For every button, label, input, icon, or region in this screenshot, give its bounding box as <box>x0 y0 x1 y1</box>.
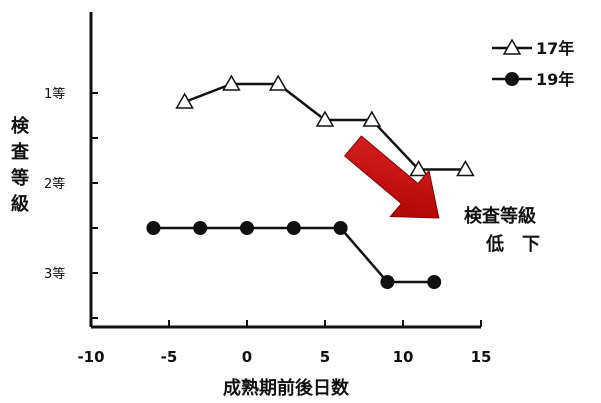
series-point <box>362 110 382 127</box>
series-point <box>315 110 335 127</box>
series-point <box>456 159 475 177</box>
y-tick-label: 1等 <box>44 86 65 102</box>
legend-item-19: 19年 <box>492 70 574 89</box>
x-tick-label: 5 <box>320 348 330 366</box>
series-point <box>268 74 288 91</box>
y-axis-title-char: 検 <box>11 115 30 137</box>
series-line-1 <box>153 226 435 284</box>
y-axis-title-char: 査 <box>11 141 29 163</box>
series-point <box>193 221 208 235</box>
legend: 17年 19年 <box>492 38 574 89</box>
legend-item-17: 17年 <box>492 38 574 58</box>
y-axis-title: 検査等級 <box>11 115 30 215</box>
y-tick-label: 3等 <box>44 266 65 282</box>
arrow-icon <box>343 135 440 219</box>
y-ticks: 1等 2等 3等 <box>44 86 98 319</box>
y-tick-label: 2等 <box>44 176 65 192</box>
annotation-line-2: 低 下 <box>485 233 540 255</box>
x-ticks: -10 -5 0 5 10 15 <box>77 320 491 366</box>
series-point <box>222 74 241 91</box>
x-tick-label: 15 <box>471 348 492 366</box>
legend-marker-17 <box>502 38 522 55</box>
series-layer <box>146 74 475 289</box>
series-point <box>146 221 161 235</box>
x-tick-label: -10 <box>77 348 104 366</box>
x-axis-title: 成熟期前後日数 <box>223 377 350 399</box>
series-point <box>175 92 194 109</box>
series-point <box>409 159 428 177</box>
legend-marker-19 <box>505 72 519 86</box>
x-tick-label: -5 <box>161 348 178 366</box>
x-tick-label: 0 <box>242 348 252 366</box>
annotation-line-1: 検査等級 <box>464 205 536 227</box>
series-point <box>333 221 348 235</box>
y-axis-title-char: 等 <box>11 167 29 189</box>
series-point <box>427 275 442 289</box>
series-point <box>240 221 254 235</box>
y-axis-title-char: 級 <box>11 193 29 215</box>
x-tick-label: 10 <box>393 348 414 366</box>
series-point <box>286 221 301 235</box>
legend-label-19: 19年 <box>536 70 574 89</box>
legend-label-17: 17年 <box>536 39 574 58</box>
series-point <box>380 275 395 289</box>
